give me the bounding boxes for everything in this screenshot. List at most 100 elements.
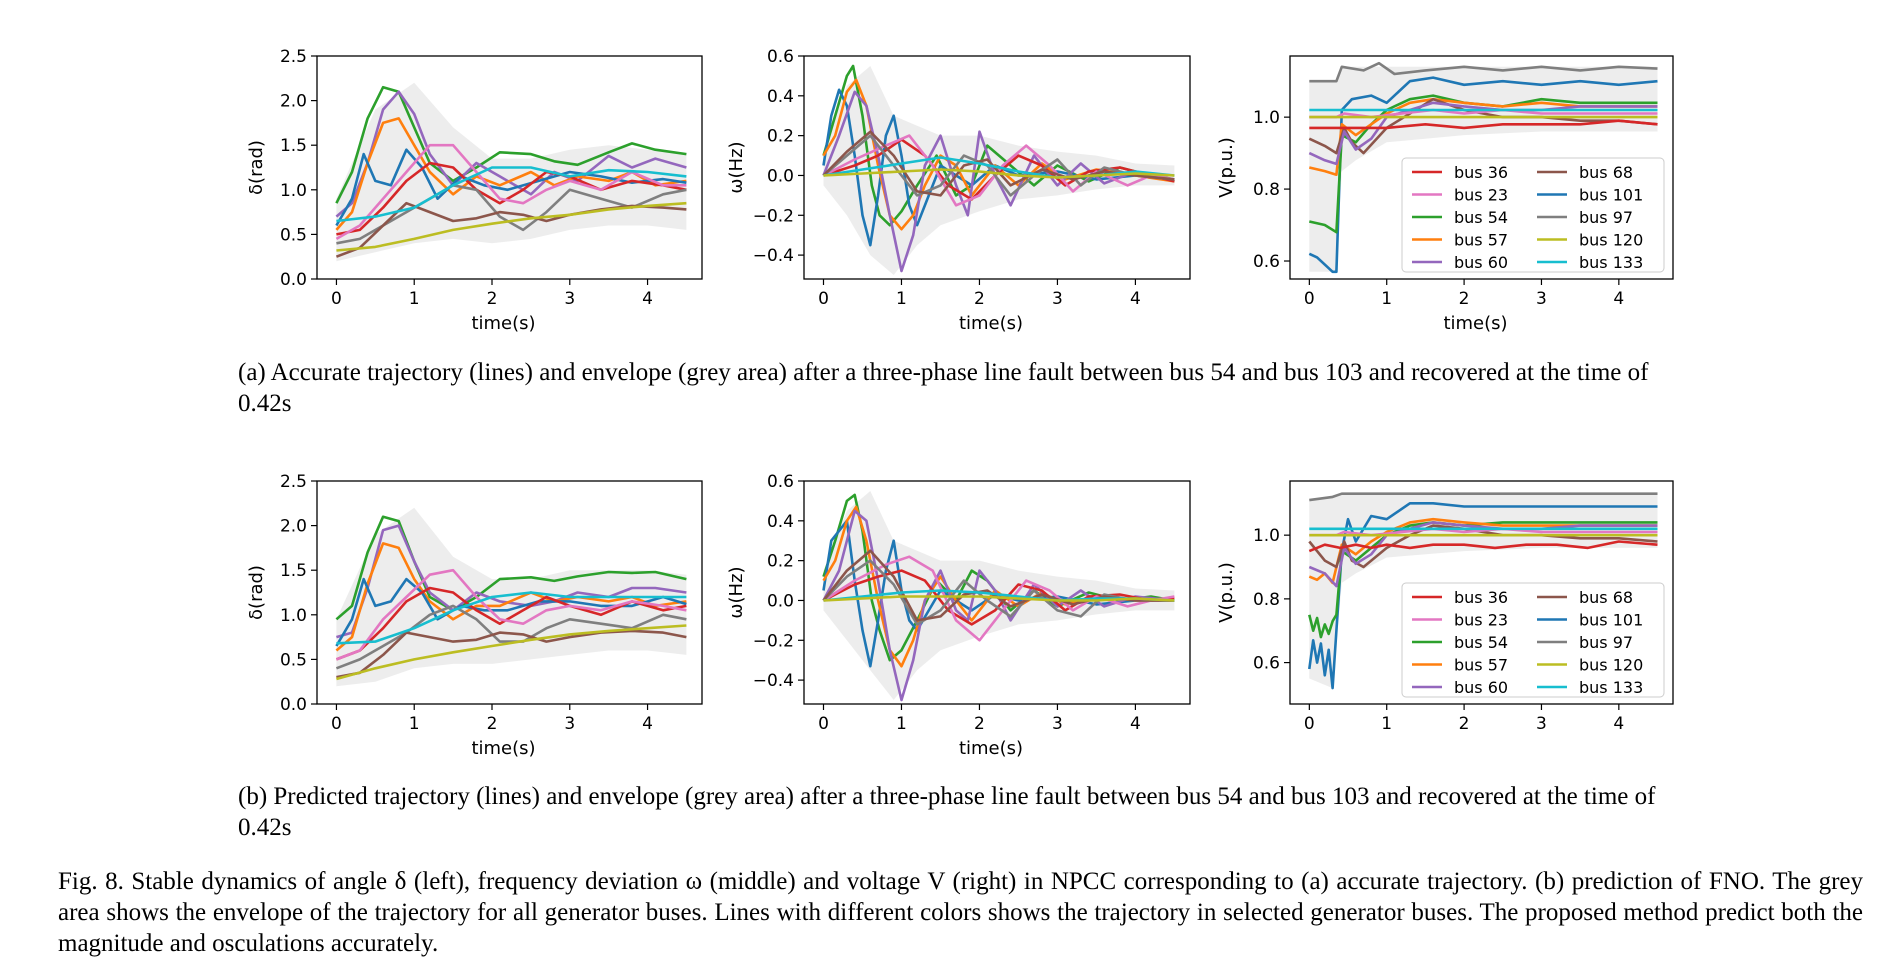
y-tick-label: −0.4 <box>753 246 794 266</box>
plot-area <box>822 64 1175 275</box>
y-tick-label: 2.0 <box>280 517 307 537</box>
x-tick-label: 0 <box>818 714 829 734</box>
series-line-bus-23 <box>822 134 1175 207</box>
chart-b-voltage: 0 1 2 3 4 0.6 0.8 1.0 V(p.u.) bus 36 bus 23 bus 54 b… <box>1216 480 1674 734</box>
axes-frame <box>803 55 1191 280</box>
legend-label: bus 120 <box>1579 656 1643 675</box>
y-tick-label: 1.0 <box>280 606 307 626</box>
chart-b-omega: 0 1 2 3 4 −0.4 −0.2 0.0 0.2 0.4 0.6 time(s) ω(Hz) <box>726 472 1191 759</box>
axes-frame <box>1289 55 1674 280</box>
chart-a-omega: 0 1 2 3 4 −0.4 −0.2 0.0 0.2 0.4 0.6 time(s) ω(Hz) <box>726 47 1191 334</box>
legend-label: bus 23 <box>1454 186 1508 205</box>
y-tick-label: 0.0 <box>767 591 794 611</box>
x-tick-label: 1 <box>896 714 907 734</box>
chart-a-delta: 0 1 2 3 4 0.0 0.5 1.0 1.5 2.0 2.5 time(s) δ(rad) <box>246 47 703 334</box>
legend-box <box>1401 157 1665 273</box>
x-tick-label: 1 <box>409 714 420 734</box>
y-tick-label: 0.6 <box>1253 654 1280 674</box>
legend-label: bus 23 <box>1454 611 1508 630</box>
x-tick-label: 2 <box>1459 289 1470 309</box>
y-tick-label: −0.2 <box>753 631 794 651</box>
y-tick-label: −0.4 <box>753 671 794 691</box>
y-tick-label: 2.5 <box>280 472 307 492</box>
x-axis-label: time(s) <box>471 738 535 759</box>
x-tick-label: 4 <box>1613 714 1624 734</box>
series-line-bus-57 <box>335 117 687 231</box>
x-axis-label: time(s) <box>959 313 1023 334</box>
x-axis-label: time(s) <box>471 313 535 334</box>
x-axis-label: time(s) <box>1443 313 1507 334</box>
y-axis-label: ω(Hz) <box>726 141 747 193</box>
y-tick-label: −0.2 <box>753 206 794 226</box>
x-tick-label: 2 <box>1459 714 1470 734</box>
plots-layer: 0 1 2 3 4 0.0 0.5 1.0 1.5 2.0 2.5 time(s) δ(rad) 0 1 2 3… <box>246 47 1674 759</box>
x-tick-label: 3 <box>1536 289 1547 309</box>
x-tick-label: 0 <box>331 289 342 309</box>
legend-label: bus 133 <box>1579 253 1643 272</box>
plot-area <box>335 507 687 687</box>
x-tick-label: 1 <box>409 289 420 309</box>
legend-label: bus 101 <box>1579 186 1643 205</box>
series-line-bus-54 <box>1309 94 1658 234</box>
y-axis-label: δ(rad) <box>246 140 267 195</box>
x-tick-label: 3 <box>564 289 575 309</box>
subcaption-b: (b) Predicted trajectory (lines) and env… <box>238 783 1656 841</box>
legend-label: bus 133 <box>1579 678 1643 697</box>
axes-frame <box>1289 480 1674 705</box>
series-line-bus-133 <box>336 591 687 645</box>
y-tick-label: 0.8 <box>1253 180 1280 200</box>
series-line-bus-101 <box>1308 76 1658 274</box>
chart-b-delta: 0 1 2 3 4 0.0 0.5 1.0 1.5 2.0 2.5 time(s) δ(rad) <box>246 472 703 759</box>
legend-label: bus 60 <box>1454 253 1508 272</box>
y-tick-label: 0.4 <box>767 87 794 107</box>
y-tick-label: 0.2 <box>767 552 794 572</box>
y-tick-label: 0.0 <box>767 166 794 186</box>
y-axis-label: V(p.u.) <box>1216 562 1237 623</box>
envelope-area <box>336 507 687 687</box>
series-line-bus-57 <box>335 542 687 652</box>
series-line-bus-97 <box>335 604 687 670</box>
legend-label: bus 97 <box>1579 208 1633 227</box>
axes-frame <box>803 480 1191 705</box>
x-tick-label: 2 <box>974 714 985 734</box>
x-tick-label: 1 <box>1381 289 1392 309</box>
series-line-bus-120 <box>823 595 1175 602</box>
legend-label: bus 57 <box>1454 656 1508 675</box>
legend-label: bus 68 <box>1579 163 1633 182</box>
legend-label: bus 57 <box>1454 231 1508 250</box>
series-line-bus-60 <box>822 90 1175 273</box>
x-tick-label: 2 <box>974 289 985 309</box>
x-tick-label: 3 <box>1052 289 1063 309</box>
legend-label: bus 36 <box>1454 588 1508 607</box>
legend-label: bus 97 <box>1579 633 1633 652</box>
legend-label: bus 54 <box>1454 633 1508 652</box>
series-line-bus-23 <box>1309 527 1658 537</box>
plot-area <box>1308 61 1658 274</box>
legend-label: bus 68 <box>1579 588 1633 607</box>
envelope-area <box>336 82 687 262</box>
series-line-bus-101 <box>335 577 687 647</box>
y-tick-label: 0.5 <box>280 225 307 245</box>
x-tick-label: 1 <box>896 289 907 309</box>
y-tick-label: 1.5 <box>280 136 307 156</box>
series-line-bus-97 <box>336 184 687 245</box>
series-line-bus-60 <box>336 524 687 639</box>
y-axis-label: ω(Hz) <box>726 566 747 618</box>
y-tick-label: 1.5 <box>280 561 307 581</box>
x-tick-label: 2 <box>487 714 498 734</box>
x-tick-label: 3 <box>1052 714 1063 734</box>
y-axis-label: V(p.u.) <box>1216 137 1237 198</box>
legend-label: bus 54 <box>1454 208 1508 227</box>
y-tick-label: 2.5 <box>280 47 307 67</box>
series-line-bus-97 <box>1309 492 1658 502</box>
y-tick-label: 0.2 <box>767 127 794 147</box>
x-tick-label: 1 <box>1381 714 1392 734</box>
y-tick-label: 0.5 <box>280 650 307 670</box>
series-line-bus-68 <box>336 629 687 679</box>
y-tick-label: 0.0 <box>280 695 307 715</box>
legend-label: bus 36 <box>1454 163 1508 182</box>
series-line-bus-120 <box>336 624 687 681</box>
series-line-bus-36 <box>1309 119 1658 130</box>
y-tick-label: 0.8 <box>1253 590 1280 610</box>
